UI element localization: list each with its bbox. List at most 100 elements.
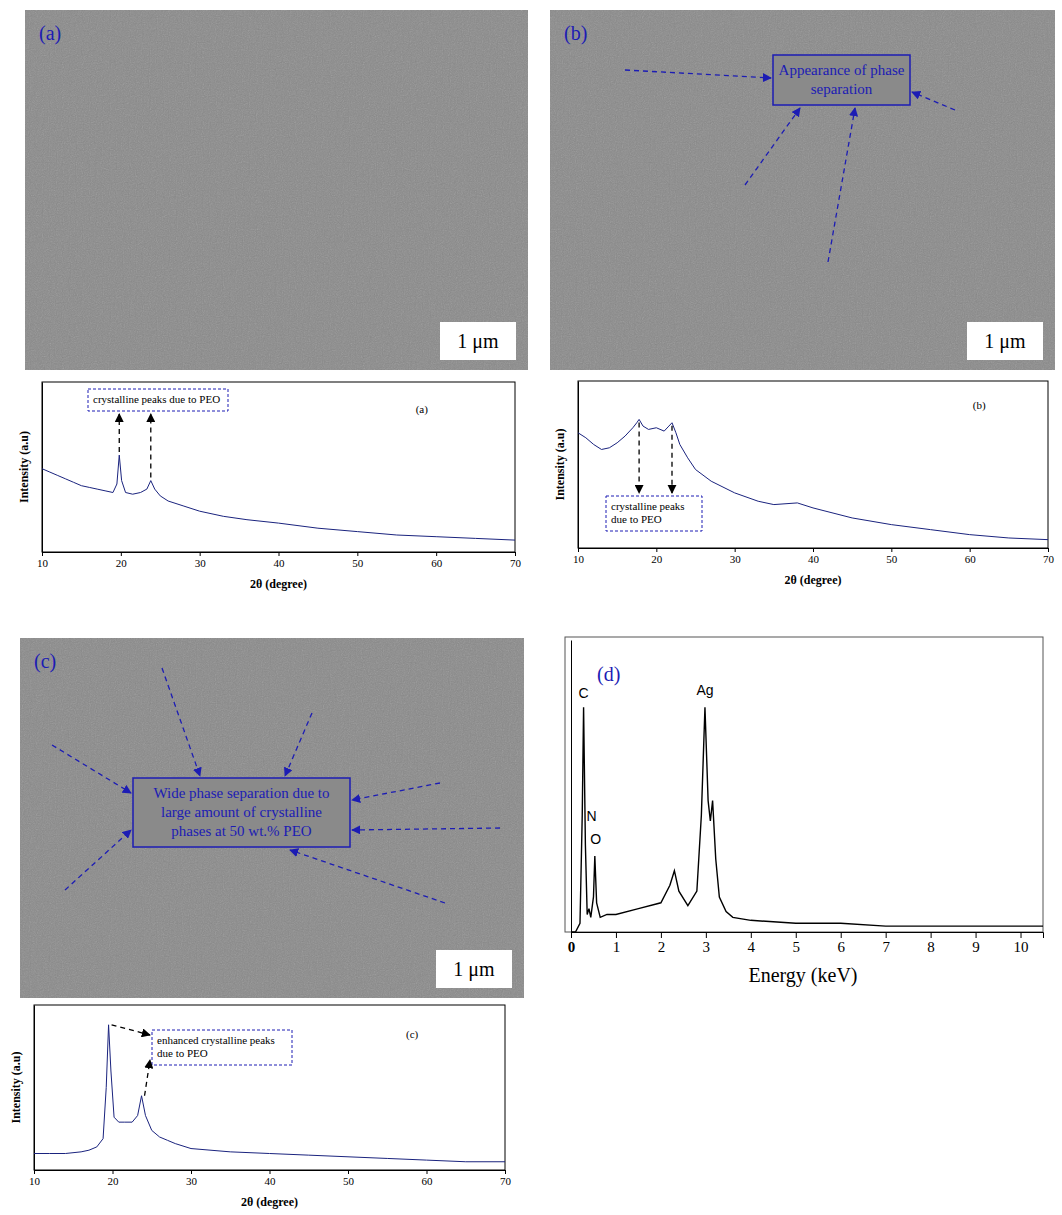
tick-label: 20 <box>116 557 128 569</box>
y-axis-title: Intensity (a.u) <box>9 1051 23 1123</box>
annotation: enhanced crystalline peaksdue to PEO <box>157 1034 275 1059</box>
micrograph-panel: (b)1 μmAppearance of phaseseparation <box>550 10 1055 370</box>
tick-label: 8 <box>927 939 935 955</box>
tick-label: 30 <box>730 553 742 565</box>
tick-label: 60 <box>422 1175 434 1187</box>
tick-mark <box>813 548 814 552</box>
micrograph-panel: (a)1 μm <box>25 10 528 370</box>
tick-label: 10 <box>29 1175 41 1187</box>
peak-label: O <box>590 831 601 847</box>
tick-mark <box>571 932 572 938</box>
annotation-arrow <box>625 70 771 78</box>
tick-mark <box>279 552 280 556</box>
tick: 9 <box>972 932 980 955</box>
tick-label: 2 <box>658 939 666 955</box>
tick-label: 40 <box>808 553 820 565</box>
scale-bar-box <box>967 322 1043 360</box>
plot-area <box>34 1025 505 1162</box>
tick-mark <box>656 548 657 552</box>
annotation-arrow <box>150 414 151 478</box>
annotation-arrow <box>828 108 855 262</box>
chart-title: (a) <box>416 403 429 416</box>
tick-mark <box>42 552 43 556</box>
axis-line <box>43 553 516 557</box>
y-axis <box>578 382 579 549</box>
tick: 0 <box>568 932 576 955</box>
tick-label: 0 <box>568 939 576 955</box>
tick-label: 5 <box>793 939 801 955</box>
tick-mark <box>578 548 579 552</box>
tick: 8 <box>927 932 935 955</box>
tick-mark <box>735 548 736 552</box>
peak-label: C <box>579 685 589 701</box>
micrograph <box>20 638 524 998</box>
panel-label: (a) <box>39 22 61 45</box>
x-axis: 10203040506070 <box>573 548 1055 565</box>
tick: 1 <box>613 932 621 955</box>
scale-bar-box <box>440 322 516 360</box>
tick: 50 <box>352 552 364 569</box>
y-axis <box>34 1006 35 1171</box>
tick: 70 <box>1043 548 1055 565</box>
tick-mark <box>1021 932 1022 938</box>
annotation-arrow <box>119 414 120 452</box>
tick: 20 <box>116 552 128 569</box>
annotation-box <box>152 1030 292 1065</box>
panel-label: (b) <box>564 22 587 45</box>
tick-mark <box>34 1170 35 1174</box>
data-line <box>578 419 1048 539</box>
tick-mark <box>505 1170 506 1174</box>
y-axis-title: Intensity (a.u) <box>17 431 31 503</box>
axis-line <box>35 1171 506 1175</box>
tick-label: 70 <box>1043 553 1055 565</box>
tick: 10 <box>29 1170 41 1187</box>
data-line <box>34 1025 505 1162</box>
panel-label: (c) <box>34 650 56 673</box>
tick-label: 70 <box>510 557 522 569</box>
axis-line <box>572 933 1044 939</box>
annotation-arrow <box>52 745 131 793</box>
plot-frame <box>42 382 515 552</box>
annotation: crystalline peaks due to PEO <box>93 393 220 405</box>
tick-label: 50 <box>343 1175 355 1187</box>
plot-frame <box>34 1005 505 1170</box>
tick: 2 <box>658 932 666 955</box>
tick: 70 <box>510 552 522 569</box>
y-axis-title: Intensity (a.u) <box>553 428 567 500</box>
tick-label: 9 <box>972 939 980 955</box>
axis-line <box>34 1006 35 1171</box>
micrograph-texture <box>20 638 524 998</box>
figure: (a)1 μm(b)1 μmAppearance of phaseseparat… <box>0 0 1062 1215</box>
tick-label: 40 <box>265 1175 277 1187</box>
tick-label: 60 <box>431 557 443 569</box>
tick: 20 <box>108 1170 120 1187</box>
x-axis: 10203040506070 <box>29 1170 512 1187</box>
tick-label: 70 <box>500 1175 512 1187</box>
annotation-arrow <box>285 713 312 776</box>
tick-mark <box>891 548 892 552</box>
data-line <box>42 455 515 540</box>
tick-mark <box>661 932 662 938</box>
annotation-arrow <box>162 668 200 776</box>
tick-label: 3 <box>703 939 711 955</box>
annotation-arrow <box>638 422 639 493</box>
tick: 10 <box>1014 932 1029 955</box>
tick-label: 4 <box>748 939 756 955</box>
tick-mark <box>706 932 707 938</box>
y-axis <box>42 383 43 553</box>
annotation-box <box>773 55 910 105</box>
chart-title: (b) <box>973 399 986 412</box>
annotation-arrow <box>65 830 131 890</box>
tick: 60 <box>965 548 977 565</box>
tick-label: 30 <box>195 557 207 569</box>
panel-label: (d) <box>597 663 620 686</box>
tick-mark <box>886 932 887 938</box>
annotation-arrow <box>745 108 800 185</box>
micrograph <box>25 10 528 370</box>
plot-area <box>571 707 1043 932</box>
scale-bar-box <box>436 950 512 988</box>
tick-label: 10 <box>573 553 585 565</box>
tick: 30 <box>195 552 207 569</box>
tick-label: 50 <box>886 553 898 565</box>
tick: 3 <box>703 932 711 955</box>
